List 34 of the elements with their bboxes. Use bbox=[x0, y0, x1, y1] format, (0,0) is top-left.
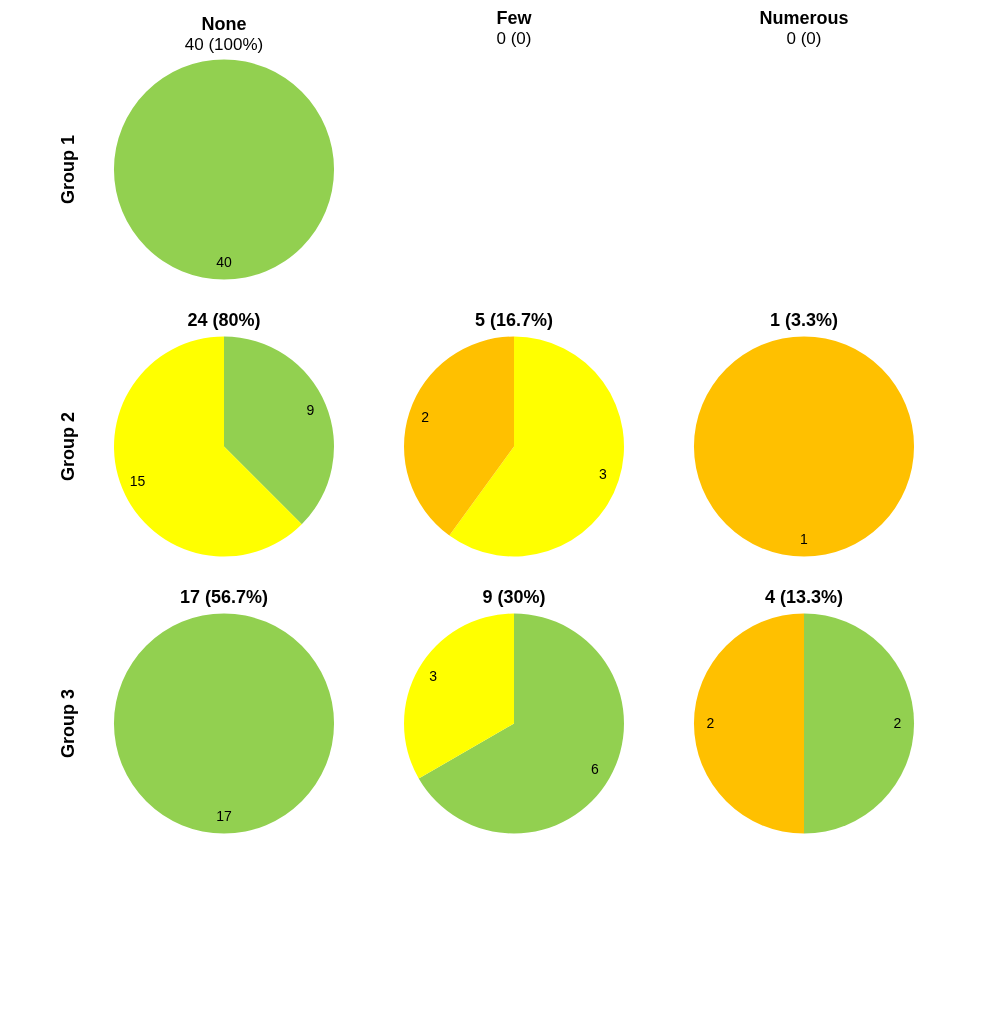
data-label: 9 bbox=[306, 401, 315, 418]
pie-slice bbox=[418, 613, 624, 834]
data-label: 1 bbox=[800, 531, 809, 547]
pie-slice bbox=[404, 613, 514, 779]
data-label: 3 bbox=[429, 667, 438, 684]
chart-subtitle: 40 (100%) bbox=[184, 35, 264, 54]
data-label: 2 bbox=[421, 408, 430, 425]
data-label: 3 bbox=[599, 466, 608, 483]
chart-title: 5 (16.7%) bbox=[474, 310, 554, 330]
pie-slice bbox=[114, 336, 302, 557]
data-label: 2 bbox=[893, 714, 902, 731]
chart-title: 17 (56.7%) bbox=[179, 587, 269, 607]
data-label: 2 bbox=[706, 714, 715, 731]
data-label: 15 bbox=[129, 473, 146, 490]
text: Numerous bbox=[759, 8, 849, 28]
text: Group 2 bbox=[58, 411, 78, 482]
chart-title: 4 (13.3%) bbox=[764, 587, 844, 607]
text: Group 3 bbox=[58, 688, 78, 759]
chart-title: 1 (3.3%) bbox=[769, 310, 839, 330]
text: Few bbox=[496, 8, 533, 28]
text: 0 (0) bbox=[786, 29, 822, 48]
data-label: 6 bbox=[591, 761, 600, 778]
data-label: 17 bbox=[216, 808, 232, 824]
data-label: 40 bbox=[216, 254, 232, 270]
text: 0 (0) bbox=[496, 29, 532, 48]
pie-slice bbox=[449, 336, 624, 557]
chart-title: 9 (30%) bbox=[482, 587, 546, 607]
chart-title: None bbox=[201, 14, 247, 34]
text: Group 1 bbox=[58, 134, 78, 205]
pie-slice bbox=[224, 336, 334, 525]
pie-slice bbox=[804, 613, 914, 834]
chart-title: 24 (80%) bbox=[187, 310, 261, 330]
pie-slice bbox=[404, 336, 514, 536]
pie-slice bbox=[694, 613, 804, 834]
